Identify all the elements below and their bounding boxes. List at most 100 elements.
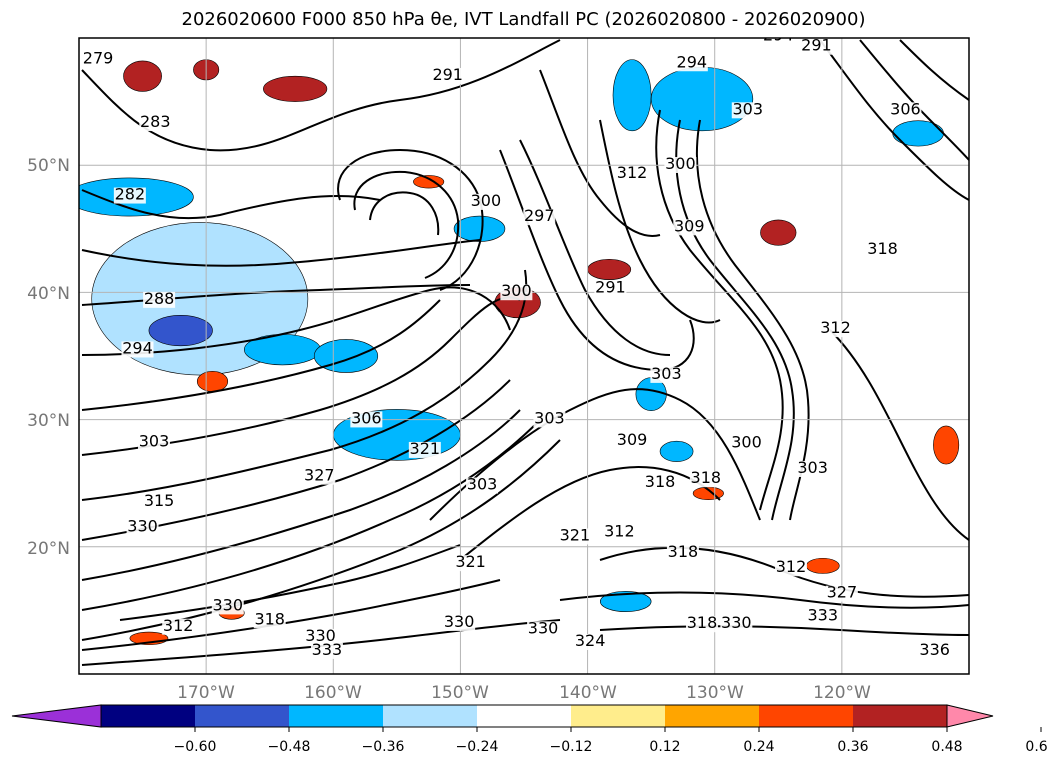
lat-tick-label: 30°N bbox=[27, 411, 70, 431]
lon-tick-label: 170°W bbox=[177, 683, 235, 703]
contour-label: 303 bbox=[467, 475, 498, 494]
contour-label: 312 bbox=[776, 557, 807, 576]
contour-label: 318 bbox=[254, 609, 285, 628]
contour-label-bg bbox=[469, 193, 502, 210]
contour-label-bg bbox=[650, 366, 683, 383]
contour-label-bg bbox=[138, 434, 171, 451]
contour-label-bg bbox=[558, 528, 591, 545]
contour-label: 306 bbox=[890, 99, 921, 118]
contour-label-bg bbox=[796, 461, 829, 478]
contour-label: 291 bbox=[595, 277, 626, 296]
contour-label: 300 bbox=[731, 433, 762, 452]
contour-label: 330 bbox=[305, 626, 336, 645]
contour-label: 318 bbox=[668, 542, 699, 561]
contour-label-bg bbox=[762, 38, 795, 45]
contour-label: 330 bbox=[528, 618, 559, 637]
contour-label-bg bbox=[139, 115, 172, 132]
contour-label: 300 bbox=[501, 281, 532, 300]
contour-label: 294 bbox=[122, 338, 153, 357]
colorbar-extend-right bbox=[946, 704, 994, 728]
contour-label: 303 bbox=[534, 408, 565, 427]
lon-tick-label: 150°W bbox=[431, 683, 489, 703]
contour-label-bg bbox=[616, 165, 649, 182]
ivt-shaded-region bbox=[659, 440, 694, 462]
contour-label-bg bbox=[806, 608, 839, 625]
ivt-shaded-region bbox=[805, 557, 840, 574]
ivt-shaded-region bbox=[599, 591, 652, 612]
contour-label: 312 bbox=[820, 318, 851, 337]
contour-label: 279 bbox=[83, 48, 114, 67]
lon-tick-label: 120°W bbox=[813, 683, 871, 703]
contour-label: 303 bbox=[732, 99, 763, 118]
contour-label-bg bbox=[800, 38, 833, 55]
ivt-shaded-region bbox=[263, 75, 328, 102]
ivt-shaded-region bbox=[760, 219, 797, 246]
contour-label: 330 bbox=[444, 612, 475, 631]
contour-label-bg bbox=[574, 634, 607, 651]
contour-label: 294 bbox=[677, 52, 708, 71]
contour-label: 312 bbox=[604, 522, 635, 541]
contour-label-bg bbox=[866, 242, 899, 259]
contour-label: 300 bbox=[665, 154, 696, 173]
contour-label: 312 bbox=[163, 616, 194, 635]
contour-label: 309 bbox=[617, 430, 648, 449]
contour-label-bg bbox=[730, 435, 763, 452]
contour-label-bg bbox=[310, 642, 343, 659]
contour-label: 330 bbox=[721, 613, 752, 632]
contour-label-bg bbox=[527, 621, 560, 638]
contour-label: 330 bbox=[212, 595, 243, 614]
contour-label-bg bbox=[675, 55, 708, 72]
contour-label-bg bbox=[731, 102, 764, 119]
contour-label: 318 bbox=[645, 472, 676, 491]
colorbar-swatch bbox=[759, 705, 854, 727]
contour-label: 291 bbox=[432, 65, 463, 84]
contour-label: 318 bbox=[687, 613, 718, 632]
contour-label-bg bbox=[211, 598, 244, 615]
contour-label-bg bbox=[825, 585, 858, 602]
contour-label-bg bbox=[594, 280, 627, 297]
colorbar-tick-label: 0.36 bbox=[837, 739, 868, 755]
colorbar-tick-label: −0.60 bbox=[174, 739, 217, 755]
contour-label: 321 bbox=[455, 552, 486, 571]
colorbar-swatch bbox=[477, 705, 572, 727]
contour-label-bg bbox=[431, 67, 464, 84]
contour-label-bg bbox=[616, 433, 649, 450]
contour-label-bg bbox=[303, 468, 336, 485]
colorbar-tick-label: −0.24 bbox=[456, 739, 499, 755]
contour-label-bg bbox=[143, 494, 176, 511]
contour-label: 294 bbox=[763, 26, 794, 45]
colorbar-swatch bbox=[853, 705, 948, 727]
colorbar-swatch bbox=[195, 705, 290, 727]
contour-labels: 279 283 282 288 294 303 306 315 330 321 327 291 300 2… bbox=[82, 26, 951, 659]
contour-label: 321 bbox=[410, 439, 441, 458]
contour-label-bg bbox=[720, 616, 753, 633]
contour-label-bg bbox=[689, 471, 722, 488]
colorbar-swatch bbox=[289, 705, 384, 727]
colorbar-tick-label: −0.48 bbox=[268, 739, 311, 755]
contour-label-bg bbox=[644, 475, 677, 492]
contour-label: 288 bbox=[144, 289, 175, 308]
contour-label-bg bbox=[664, 157, 697, 174]
contour-label-bg bbox=[304, 628, 337, 645]
ivt-shaded-region bbox=[933, 425, 960, 465]
chart-title: 2026020600 F000 850 hPa θe, IVT Landfall… bbox=[181, 9, 866, 30]
contour-label: 303 bbox=[651, 364, 682, 383]
colorbar-swatch bbox=[665, 705, 760, 727]
contour-label-bg bbox=[500, 284, 533, 301]
contour-label-bg bbox=[603, 524, 636, 541]
ivt-shaded-region bbox=[612, 59, 652, 132]
contour-label: 333 bbox=[312, 640, 343, 659]
contour-label: 336 bbox=[919, 640, 950, 659]
contour-label-bg bbox=[443, 614, 476, 631]
contour-label-bg bbox=[819, 321, 852, 338]
ivt-shaded-region bbox=[196, 370, 229, 392]
contour-label-bg bbox=[466, 477, 499, 494]
colorbar-tick-label: −0.36 bbox=[362, 739, 405, 755]
colorbar-swatch bbox=[101, 705, 196, 727]
colorbar-tick-label: 0.48 bbox=[931, 739, 962, 755]
contour-label-bg bbox=[408, 441, 441, 458]
contour-label: 327 bbox=[827, 583, 858, 602]
contour-label-bg bbox=[918, 642, 951, 659]
contour-label: 309 bbox=[674, 216, 705, 235]
contour-label-bg bbox=[775, 560, 807, 577]
